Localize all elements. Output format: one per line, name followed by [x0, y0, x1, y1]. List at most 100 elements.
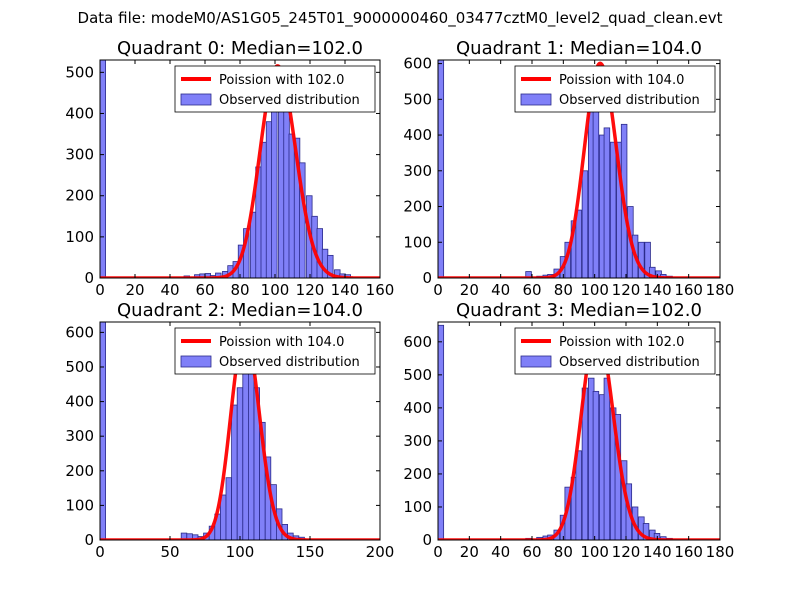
x-tick-label: 100	[261, 281, 290, 299]
subplot-title: Quadrant 0: Median=102.0	[117, 38, 363, 59]
x-tick-label: 140	[643, 543, 672, 561]
histogram-bar	[283, 88, 290, 278]
y-tick-label: 300	[403, 162, 432, 180]
histogram-bar	[100, 60, 106, 278]
legend-bar-swatch	[520, 93, 552, 106]
legend-bar-label: Observed distribution	[219, 355, 360, 370]
y-tick-label: 500	[403, 366, 432, 384]
legend: Poission with 102.0 Observed distribution	[174, 65, 376, 113]
x-tick-label: 20	[460, 543, 479, 561]
x-tick-label: 0	[95, 543, 105, 561]
legend-line-label: Poission with 104.0	[219, 335, 344, 350]
subplot-quadrant-1: 0 20 40 60 80 100 120 140 160 1800100200300400500…	[403, 38, 734, 299]
legend-bar-swatch	[180, 355, 212, 368]
y-tick-label: 300	[65, 146, 94, 164]
legend-bar-label: Observed distribution	[559, 355, 700, 370]
y-tick-label: 300	[65, 427, 94, 445]
subplot-quadrant-2: 0 50 100 150 200 0 100 200 300 400 500 600 Quadrant …	[65, 300, 394, 561]
legend: Poission with 104.0 Observed distribution	[174, 327, 376, 375]
y-tick-label: 200	[65, 462, 94, 480]
x-tick-label: 20	[125, 281, 144, 299]
x-tick-label: 80	[554, 281, 573, 299]
y-tick-label: 100	[65, 228, 94, 246]
x-tick-label: 100	[580, 281, 609, 299]
legend-line-label: Poission with 102.0	[219, 73, 344, 88]
y-tick-label: 400	[403, 399, 432, 417]
histogram-bar	[609, 141, 617, 278]
figure-suptitle: Data file: modeM0/AS1G05_245T01_90000004…	[78, 9, 723, 28]
histogram-bar	[316, 228, 323, 278]
y-tick-label: 600	[65, 323, 94, 341]
x-tick-label: 40	[491, 281, 510, 299]
x-tick-label: 0	[95, 281, 105, 299]
legend-line-label: Poission with 102.0	[559, 335, 684, 350]
y-tick-label: 400	[403, 126, 432, 144]
y-tick-label: 0	[84, 531, 94, 549]
x-tick-label: 100	[580, 543, 609, 561]
x-tick-label: 160	[674, 281, 703, 299]
subplot-title: Quadrant 2: Median=104.0	[117, 300, 363, 321]
subplot-title: Quadrant 1: Median=104.0	[456, 38, 702, 59]
y-tick-label: 500	[403, 90, 432, 108]
x-tick-label: 60	[522, 543, 541, 561]
x-tick-label: 60	[522, 281, 541, 299]
histogram-bar	[231, 404, 238, 540]
subplot-quadrant-3: 0 20 40 60 80 100 120 140 160 1800100200300400500…	[403, 300, 734, 561]
x-tick-label: 50	[160, 543, 179, 561]
x-tick-label: 40	[491, 543, 510, 561]
x-tick-label: 40	[160, 281, 179, 299]
x-tick-label: 180	[706, 543, 735, 561]
histogram-bar	[327, 254, 334, 278]
histogram-bar	[642, 523, 650, 540]
y-tick-label: 500	[65, 358, 94, 376]
histogram-bar	[236, 387, 244, 540]
x-tick-label: 20	[460, 281, 479, 299]
x-tick-label: 100	[226, 543, 255, 561]
legend: Poission with 102.0 Observed distribution	[514, 327, 716, 375]
histogram-bar	[265, 121, 273, 278]
legend-bar-label: Observed distribution	[559, 93, 700, 108]
histogram-bar	[219, 494, 227, 540]
y-tick-label: 600	[403, 333, 432, 351]
subplot-grid: 0 20 40 60 80 100 120 140 1600100200300400500Qua…	[65, 38, 734, 561]
x-tick-label: 150	[296, 543, 325, 561]
histogram-bar	[250, 211, 257, 278]
x-tick-label: 60	[195, 281, 214, 299]
y-tick-label: 0	[84, 269, 94, 287]
legend-bar-swatch	[520, 355, 552, 368]
legend-line-label: Poission with 104.0	[559, 73, 684, 88]
histogram-bar	[581, 170, 589, 278]
y-tick-label: 0	[422, 531, 432, 549]
y-tick-label: 100	[403, 498, 432, 516]
x-tick-label: 120	[612, 543, 641, 561]
histogram-bar	[299, 162, 306, 278]
legend: Poission with 104.0 Observed distribution	[514, 65, 716, 113]
poisson-curve	[100, 64, 380, 278]
histogram-bar	[260, 141, 267, 278]
histogram-bar	[438, 324, 445, 540]
histogram-bar	[644, 241, 651, 278]
subplot-quadrant-0: 0 20 40 60 80 100 120 140 160 0 100 200 300 400 500 Qua…	[65, 38, 394, 299]
histogram-bar	[603, 127, 611, 278]
y-tick-label: 200	[65, 187, 94, 205]
histogram-bar	[603, 377, 611, 540]
y-tick-label: 400	[65, 104, 94, 122]
x-tick-label: 140	[331, 281, 360, 299]
y-tick-label: 300	[403, 432, 432, 450]
histogram-bar	[288, 133, 295, 278]
legend-bar-label: Observed distribution	[219, 93, 360, 108]
y-tick-label: 100	[403, 233, 432, 251]
x-tick-label: 160	[674, 543, 703, 561]
histogram-bar	[242, 370, 249, 540]
x-tick-label: 180	[706, 281, 735, 299]
histogram-bar	[438, 60, 445, 278]
histogram-bar	[592, 390, 600, 540]
legend-bar-swatch	[180, 93, 212, 106]
x-tick-label: 160	[366, 281, 395, 299]
x-tick-label: 120	[296, 281, 325, 299]
histogram-bar	[100, 322, 106, 540]
y-tick-label: 200	[403, 198, 432, 216]
histogram-bar	[225, 477, 232, 540]
y-tick-label: 200	[403, 465, 432, 483]
